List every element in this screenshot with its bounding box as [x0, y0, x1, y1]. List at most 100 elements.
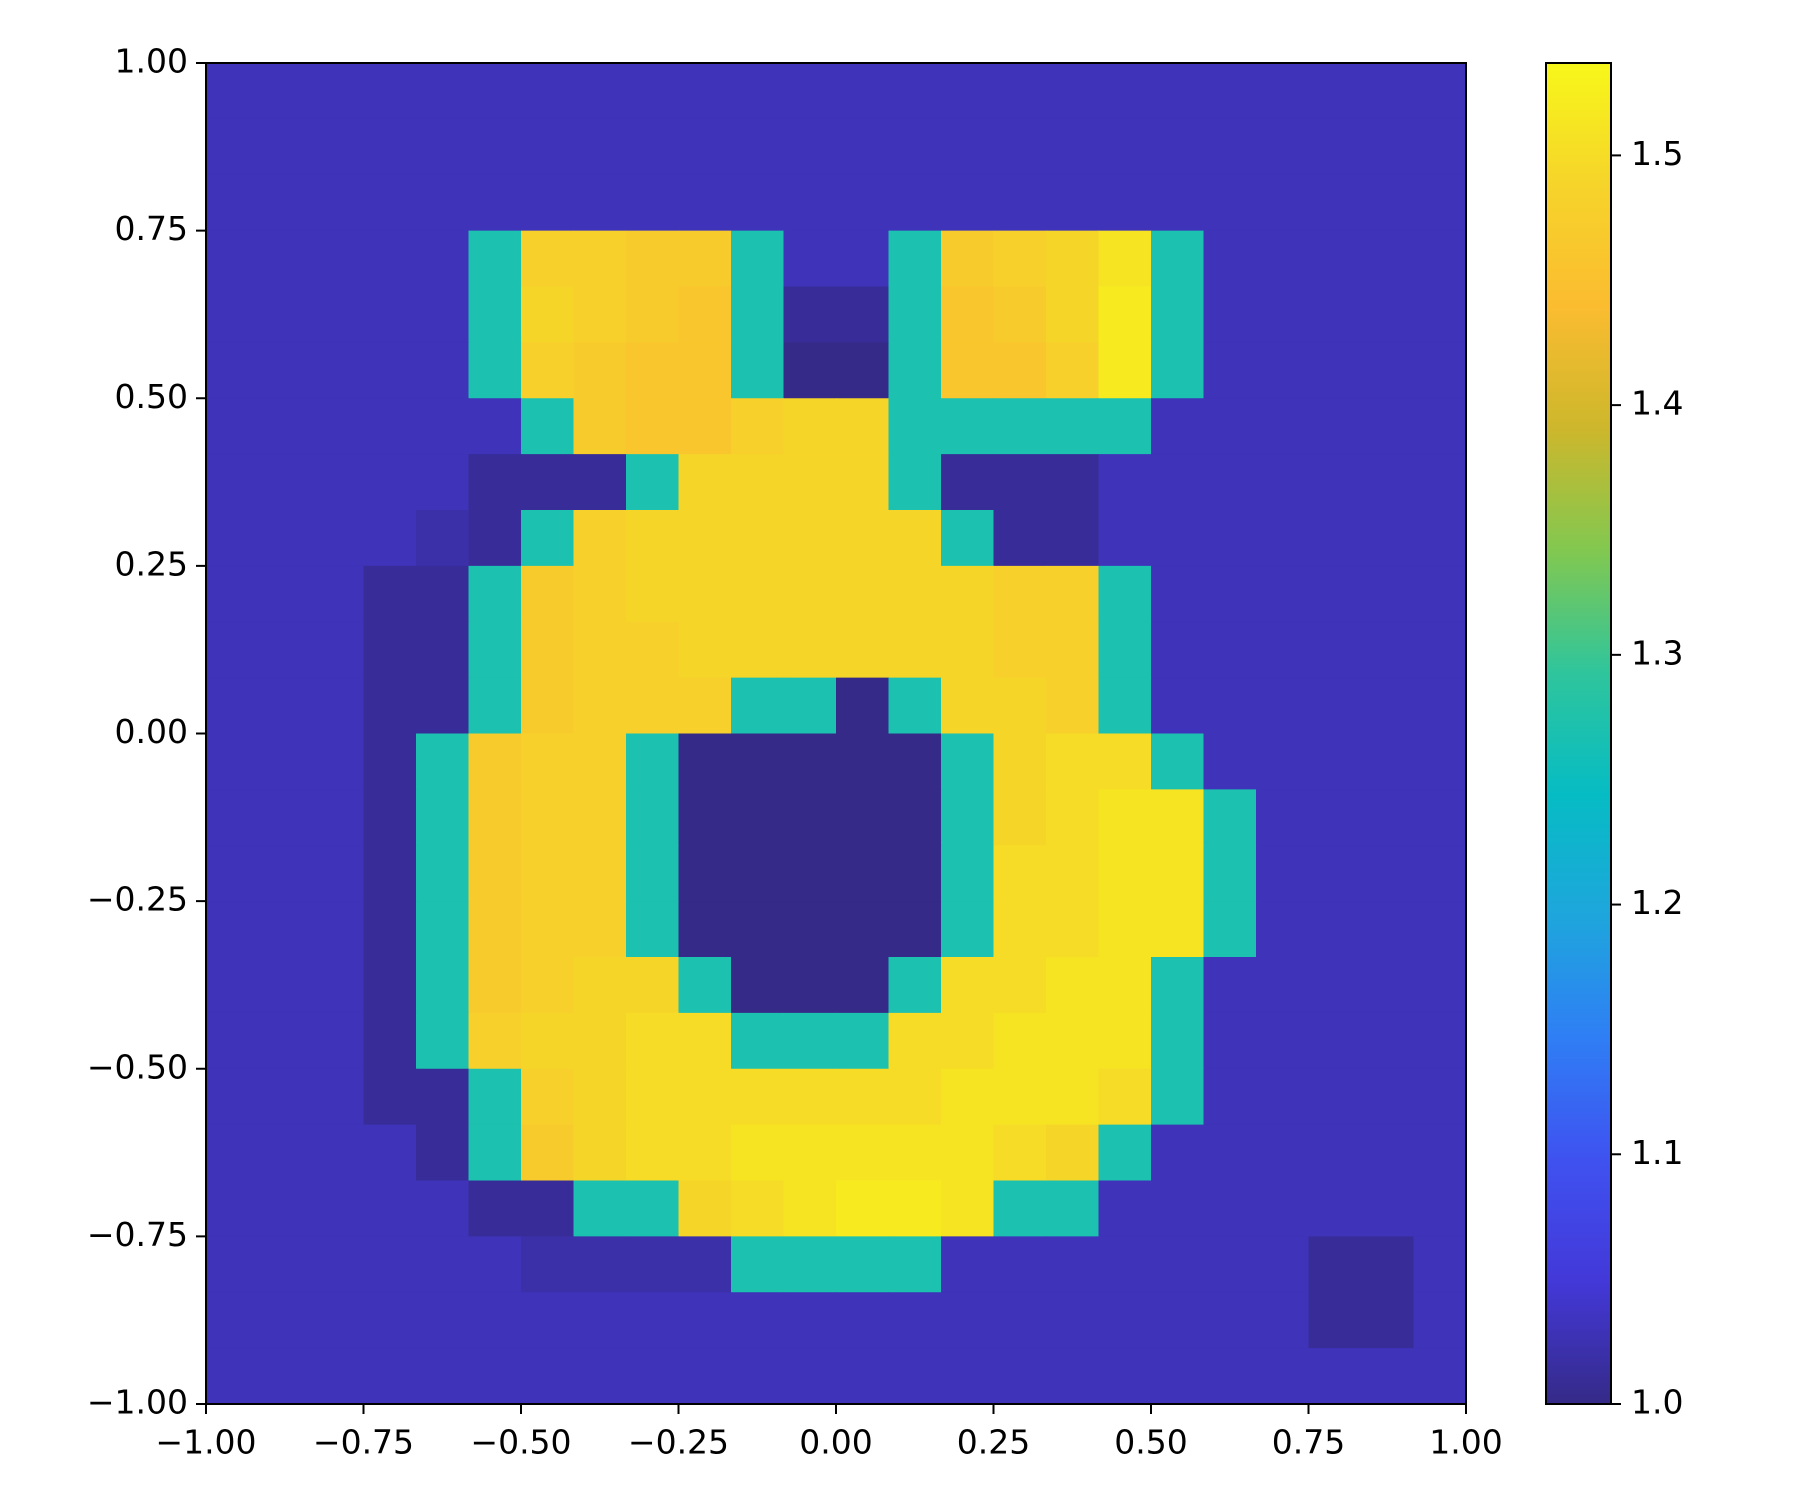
heatmap-cell: [311, 174, 365, 232]
heatmap-cell: [416, 454, 470, 511]
heatmap-cell: [836, 621, 890, 679]
heatmap-cell: [258, 286, 312, 343]
heatmap-cell: [678, 1124, 732, 1182]
heatmap-cell: [993, 621, 1047, 679]
heatmap-cell: [1308, 510, 1362, 567]
heatmap-cell: [311, 286, 365, 343]
heatmap-cell: [836, 733, 890, 790]
heatmap-cell: [1203, 1236, 1257, 1293]
heatmap-cell: [678, 677, 732, 735]
heatmap-cell: [468, 1068, 522, 1126]
colorbar: [1545, 62, 1612, 1405]
heatmap-cell: [416, 789, 470, 846]
heatmap-cell: [678, 454, 732, 511]
heatmap-cell: [993, 118, 1047, 176]
x-tick-label: −0.50: [470, 1423, 571, 1462]
y-tick-label: 0.25: [115, 544, 188, 583]
heatmap-cell: [416, 677, 470, 735]
heatmap-cell: [1098, 565, 1152, 623]
heatmap-cell: [258, 733, 312, 790]
heatmap-cell: [573, 63, 627, 120]
heatmap-cell: [626, 845, 680, 902]
heatmap-cell: [993, 63, 1047, 120]
heatmap-cell: [573, 286, 627, 343]
heatmap-cell: [941, 1236, 995, 1293]
heatmap-cell: [521, 1236, 575, 1293]
heatmap-cell: [521, 118, 575, 176]
heatmap-cell: [416, 621, 470, 679]
heatmap-cell: [521, 1180, 575, 1237]
heatmap-cell: [731, 454, 785, 511]
heatmap-cell: [206, 621, 260, 679]
heatmap-cell: [1308, 901, 1362, 958]
heatmap-cell: [1256, 565, 1310, 623]
heatmap-cell: [311, 1348, 365, 1405]
heatmap-cell: [836, 677, 890, 735]
heatmap-cell: [993, 845, 1047, 902]
heatmap-cell: [1256, 789, 1310, 846]
heatmap-cell: [1046, 118, 1100, 176]
heatmap-cell: [731, 957, 785, 1014]
heatmap-cell: [416, 957, 470, 1014]
heatmap-cell: [1046, 510, 1100, 567]
heatmap-cell: [1046, 174, 1100, 232]
heatmap-cell: [206, 174, 260, 232]
heatmap-cell: [836, 286, 890, 343]
heatmap-cell: [468, 510, 522, 567]
heatmap-cell: [311, 510, 365, 567]
heatmap-cell: [311, 1236, 365, 1293]
heatmap-cell: [941, 733, 995, 790]
heatmap-cell: [1361, 342, 1415, 399]
heatmap-cell: [206, 1012, 260, 1070]
heatmap-cell: [363, 1180, 417, 1237]
heatmap-cell: [1203, 621, 1257, 679]
heatmap-cell: [1256, 621, 1310, 679]
heatmap-cell: [1413, 957, 1467, 1014]
heatmap-cell: [1151, 1236, 1205, 1293]
heatmap-cell: [1308, 1348, 1362, 1405]
heatmap-cell: [678, 342, 732, 399]
heatmap-cell: [731, 174, 785, 232]
heatmap-cell: [836, 1068, 890, 1126]
heatmap-cell: [1046, 1236, 1100, 1293]
heatmap-cell: [731, 286, 785, 343]
heatmap-cell: [1308, 230, 1362, 288]
heatmap-cell: [626, 1012, 680, 1070]
heatmap-cell: [993, 901, 1047, 958]
heatmap-cell: [468, 118, 522, 176]
heatmap-cell: [1256, 1068, 1310, 1126]
heatmap-cell: [521, 845, 575, 902]
heatmap-cell: [941, 1124, 995, 1182]
heatmap-cell: [783, 1348, 837, 1405]
heatmap-cell: [1308, 677, 1362, 735]
heatmap-cell: [311, 901, 365, 958]
heatmap-cell: [783, 398, 837, 455]
heatmap-cell: [573, 1180, 627, 1237]
heatmap-cell: [521, 677, 575, 735]
heatmap-cell: [783, 342, 837, 399]
heatmap-cell: [678, 63, 732, 120]
heatmap-cell: [1413, 174, 1467, 232]
heatmap-cell: [1046, 230, 1100, 288]
y-tick-label: 0.00: [115, 712, 188, 751]
heatmap-cell: [678, 286, 732, 343]
heatmap-cell: [1413, 398, 1467, 455]
heatmap-cell: [993, 230, 1047, 288]
heatmap-cell: [1413, 510, 1467, 567]
heatmap-cell: [363, 621, 417, 679]
heatmap-cell: [1413, 342, 1467, 399]
heatmap-cell: [468, 733, 522, 790]
heatmap-cell: [521, 1348, 575, 1405]
heatmap-cell: [363, 1068, 417, 1126]
x-tick-label: 0.25: [957, 1423, 1030, 1462]
heatmap-cell: [731, 1292, 785, 1349]
heatmap-cell: [1256, 1012, 1310, 1070]
heatmap-cell: [1256, 957, 1310, 1014]
heatmap-cell: [1308, 789, 1362, 846]
heatmap-cell: [416, 286, 470, 343]
heatmap-cell: [836, 789, 890, 846]
heatmap-cell: [573, 118, 627, 176]
heatmap-cell: [836, 118, 890, 176]
heatmap-cell: [363, 510, 417, 567]
heatmap-cell: [1256, 733, 1310, 790]
